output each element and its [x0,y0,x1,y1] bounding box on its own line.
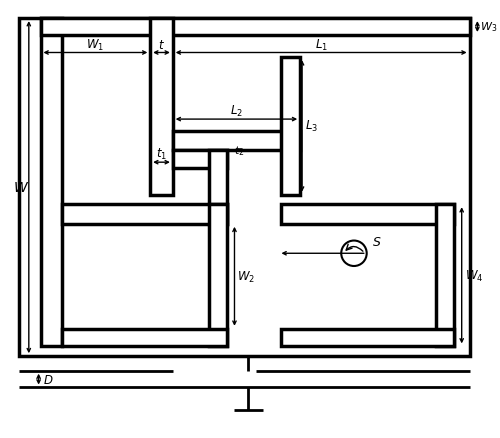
Text: $W_3$: $W_3$ [480,21,498,34]
Text: $S$: $S$ [372,236,381,249]
Bar [209,205,226,346]
Text: $L_1$: $L_1$ [314,38,328,53]
Bar [209,151,226,224]
Text: $t_1$: $t_1$ [156,146,167,162]
Bar [280,205,454,224]
Bar [62,205,226,224]
Bar [173,131,300,151]
Text: $L_3$: $L_3$ [305,119,318,134]
Bar [436,205,454,346]
Bar [280,58,300,195]
Bar [40,19,62,346]
Text: $W_4$: $W_4$ [464,268,483,283]
Text: $W_2$: $W_2$ [238,269,256,284]
Text: $t$: $t$ [158,39,165,52]
Bar [173,151,227,169]
Bar [280,329,454,346]
Text: $W_1$: $W_1$ [86,38,104,53]
Bar [62,329,226,346]
Text: $W$: $W$ [13,181,29,195]
Bar [40,19,470,36]
Text: $L_2$: $L_2$ [230,103,243,119]
Text: $t_2$: $t_2$ [234,144,245,158]
Bar [150,19,173,195]
Bar [19,19,469,356]
Text: $D$: $D$ [42,373,53,386]
